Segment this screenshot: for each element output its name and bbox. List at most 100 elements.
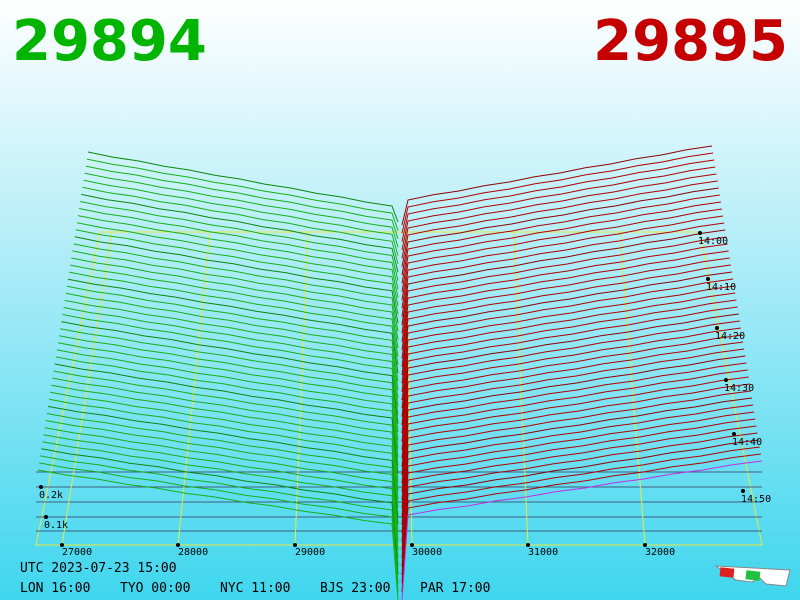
bid-depth-line bbox=[74, 236, 399, 323]
ask-depth-line bbox=[401, 285, 735, 392]
ask-depth-line bbox=[401, 460, 763, 600]
ask-depth-line bbox=[401, 369, 748, 492]
price-tick bbox=[293, 543, 297, 547]
ask-depth-line bbox=[401, 145, 713, 226]
ask-depth-line bbox=[401, 334, 743, 451]
bid-depth-line bbox=[81, 193, 399, 273]
bid-depth-line bbox=[84, 172, 399, 248]
time-label: 14:10 bbox=[706, 282, 736, 293]
time-label: 14:20 bbox=[715, 331, 745, 342]
bid-depth-line bbox=[61, 321, 399, 424]
bid-depth-line bbox=[65, 292, 399, 391]
ask-depth-line bbox=[401, 341, 744, 459]
bid-depth-line bbox=[72, 250, 399, 340]
bid-depth-line bbox=[75, 229, 399, 315]
ask-depth-line bbox=[401, 208, 723, 301]
ask-depth-line bbox=[401, 173, 717, 259]
utc-time: UTC 2023-07-23 15:00 bbox=[20, 561, 177, 576]
bid-depth-line bbox=[77, 215, 399, 298]
ask-depth-line bbox=[401, 397, 753, 526]
ask-depth-line bbox=[401, 313, 739, 426]
ask-depth-line bbox=[401, 159, 715, 242]
ask-depth-line bbox=[401, 439, 759, 576]
price-label: 32000 bbox=[645, 547, 675, 558]
time-label: 14:30 bbox=[724, 383, 754, 394]
bid-depth-line bbox=[49, 398, 399, 517]
ask-depth-line bbox=[401, 425, 757, 559]
bid-depth-line bbox=[57, 342, 399, 449]
bid-depth-line bbox=[41, 448, 399, 575]
bid-depth-line bbox=[69, 271, 399, 365]
ask-depth-line bbox=[401, 180, 718, 267]
time-tick bbox=[724, 378, 728, 382]
ask-depth-line bbox=[401, 236, 727, 334]
glasses-icon bbox=[714, 565, 791, 587]
bid-depth-line bbox=[85, 165, 399, 239]
bid-depth-line bbox=[80, 201, 399, 281]
price-tick bbox=[176, 543, 180, 547]
time-tick bbox=[698, 231, 702, 235]
ask-depth-line bbox=[401, 453, 761, 592]
ask-depth-line bbox=[401, 404, 754, 534]
price-label: 31000 bbox=[528, 547, 558, 558]
floor-outline bbox=[35, 231, 763, 546]
bid-depth-line bbox=[71, 257, 399, 349]
bid-depth-line bbox=[39, 462, 399, 592]
time-tick bbox=[732, 432, 736, 436]
bid-depth-line bbox=[82, 186, 399, 265]
bid-depth-line bbox=[37, 469, 399, 600]
depth-lines bbox=[37, 145, 763, 600]
ask-depth-line bbox=[401, 201, 721, 292]
bid-depth-line bbox=[83, 179, 399, 256]
bid-depth-line bbox=[54, 363, 399, 475]
ask-depth-line bbox=[401, 215, 724, 309]
time-label: 14:40 bbox=[732, 437, 762, 448]
time-label: 14:00 bbox=[698, 236, 728, 247]
bid-price: 29894 bbox=[12, 9, 207, 74]
ask-depth-line bbox=[401, 383, 750, 509]
ask-depth-line bbox=[401, 390, 751, 517]
bid-depth-line bbox=[53, 370, 399, 483]
ask-depth-line bbox=[401, 243, 728, 342]
clock: PAR 17:00 bbox=[420, 581, 490, 596]
price-tick bbox=[526, 543, 530, 547]
bid-depth-line bbox=[50, 391, 399, 508]
ask-price: 29895 bbox=[593, 9, 788, 74]
price-label: 27000 bbox=[62, 547, 92, 558]
bid-depth-line bbox=[66, 285, 399, 382]
price-label: 29000 bbox=[295, 547, 325, 558]
ask-depth-line bbox=[401, 355, 746, 476]
ask-depth-line bbox=[401, 152, 714, 234]
clock: TYO 00:00 bbox=[120, 581, 190, 596]
axis-labels: 27000 28000 29000 30000 31000 32000 14:00 14:10… bbox=[39, 231, 771, 558]
price-tick bbox=[410, 543, 414, 547]
ask-depth-line bbox=[401, 271, 733, 376]
price-grid bbox=[513, 231, 529, 546]
bid-depth-line bbox=[40, 455, 399, 584]
ask-depth-line bbox=[401, 264, 731, 367]
volume-label: 0.2k bbox=[39, 490, 63, 501]
bid-depth-line bbox=[56, 349, 399, 458]
bid-depth-line bbox=[70, 264, 399, 357]
bid-depth-line bbox=[42, 441, 399, 567]
ask-depth-line bbox=[401, 194, 720, 284]
price-label: 30000 bbox=[412, 547, 442, 558]
bid-depth-line bbox=[51, 384, 399, 500]
bid-depth-line bbox=[64, 299, 399, 399]
ask-depth-line bbox=[401, 292, 736, 401]
volume-tick bbox=[39, 485, 43, 489]
bid-depth-line bbox=[44, 427, 399, 550]
bid-depth-line bbox=[86, 158, 399, 231]
bid-depth-line bbox=[55, 356, 399, 466]
clock: LON 16:00 bbox=[20, 581, 90, 596]
ask-depth-line bbox=[401, 348, 745, 467]
bid-depth-line bbox=[47, 405, 399, 525]
ask-depth-line bbox=[401, 278, 734, 384]
ask-depth-line bbox=[401, 257, 730, 359]
bid-depth-line bbox=[79, 208, 399, 290]
ask-depth-line bbox=[401, 229, 726, 326]
bid-depth-line bbox=[62, 314, 399, 416]
bid-depth-line bbox=[52, 377, 399, 491]
volume-tick bbox=[44, 515, 48, 519]
